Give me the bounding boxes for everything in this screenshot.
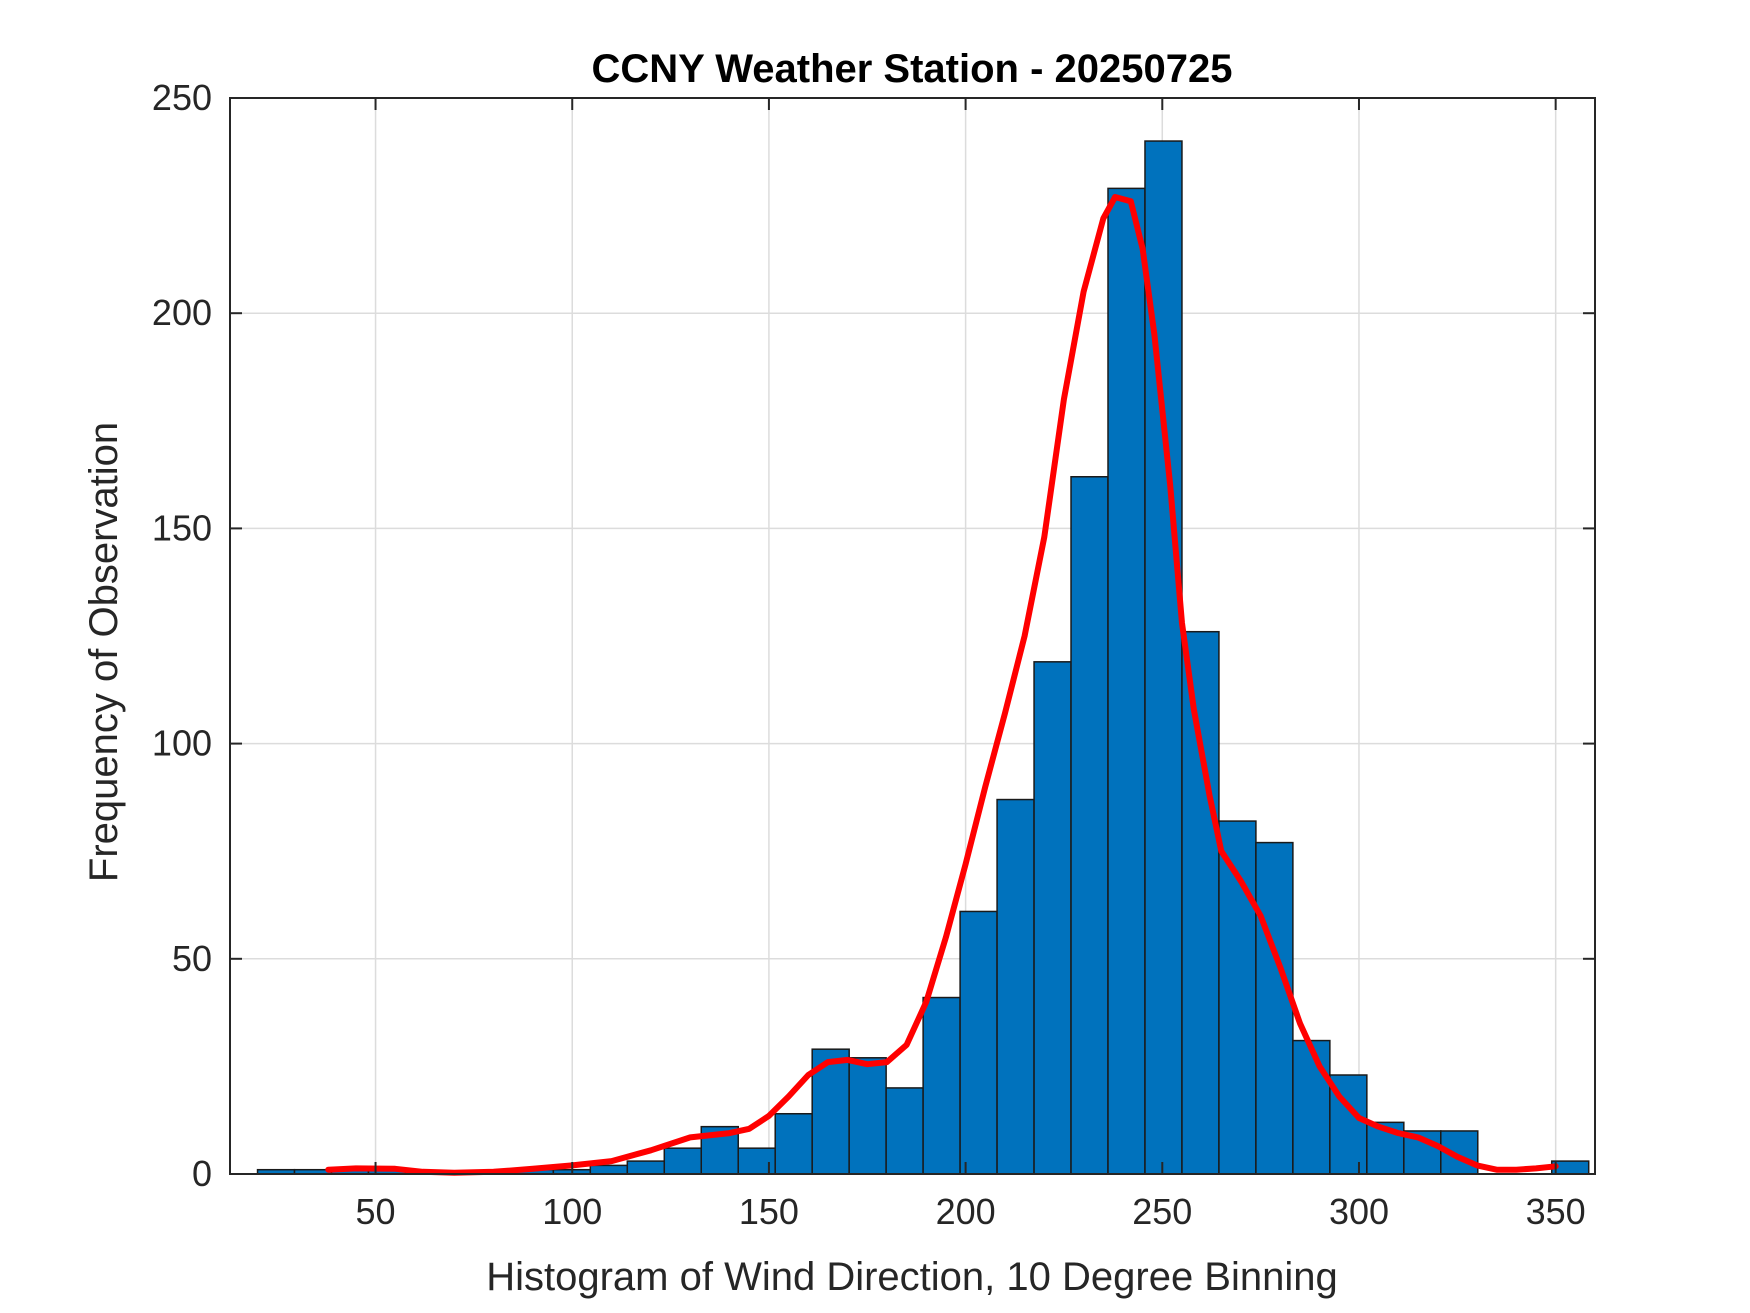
fit-curve-layer: [325, 194, 1559, 1176]
histogram-bar: [626, 1160, 666, 1175]
fit-curve-line: [325, 194, 1559, 1176]
x-axis-label: Histogram of Wind Direction, 10 Degree B…: [486, 1255, 1338, 1299]
x-tick-label-50: 50: [356, 1191, 396, 1232]
histogram-bar: [1070, 476, 1109, 1175]
y-axis-label: Frequency of Observation: [82, 422, 126, 882]
histogram-bar: [848, 1057, 887, 1175]
y-tick-label-250: 250: [152, 77, 212, 118]
x-tick-label-300: 300: [1329, 1191, 1389, 1232]
x-tick-label-350: 350: [1526, 1191, 1586, 1232]
histogram-bar: [1292, 1039, 1331, 1175]
y-tick-label-150: 150: [152, 507, 212, 548]
histogram-bar: [774, 1112, 813, 1175]
y-tick-label-100: 100: [152, 723, 212, 764]
histogram-bar: [959, 910, 998, 1175]
plot-frame: [229, 97, 1596, 1175]
histogram-bar: [1107, 187, 1146, 1175]
histogram-bar: [996, 798, 1035, 1175]
y-tick-label-50: 50: [172, 938, 212, 979]
axis-ticks: 50 100 150 200 250 300 350 0 50 100 150 200 250: [152, 77, 1595, 1232]
x-tick-label-100: 100: [542, 1191, 602, 1232]
x-tick-label-150: 150: [739, 1191, 799, 1232]
histogram-bar: [663, 1147, 703, 1175]
chart-title: CCNY Weather Station - 20250725: [592, 47, 1233, 91]
histogram-bar: [1255, 841, 1294, 1175]
y-tick-label-200: 200: [152, 292, 212, 333]
grid-lines: [230, 97, 1595, 1175]
histogram-bar: [589, 1164, 629, 1175]
histogram-bar: [1033, 661, 1072, 1175]
histogram-bar: [922, 996, 961, 1175]
histogram-bar: [885, 1087, 924, 1175]
histogram-bars: [256, 140, 1590, 1175]
x-tick-label-200: 200: [936, 1191, 996, 1232]
x-tick-label-250: 250: [1132, 1191, 1192, 1232]
histogram-bar: [1181, 630, 1220, 1175]
y-tick-label-0: 0: [192, 1153, 212, 1194]
